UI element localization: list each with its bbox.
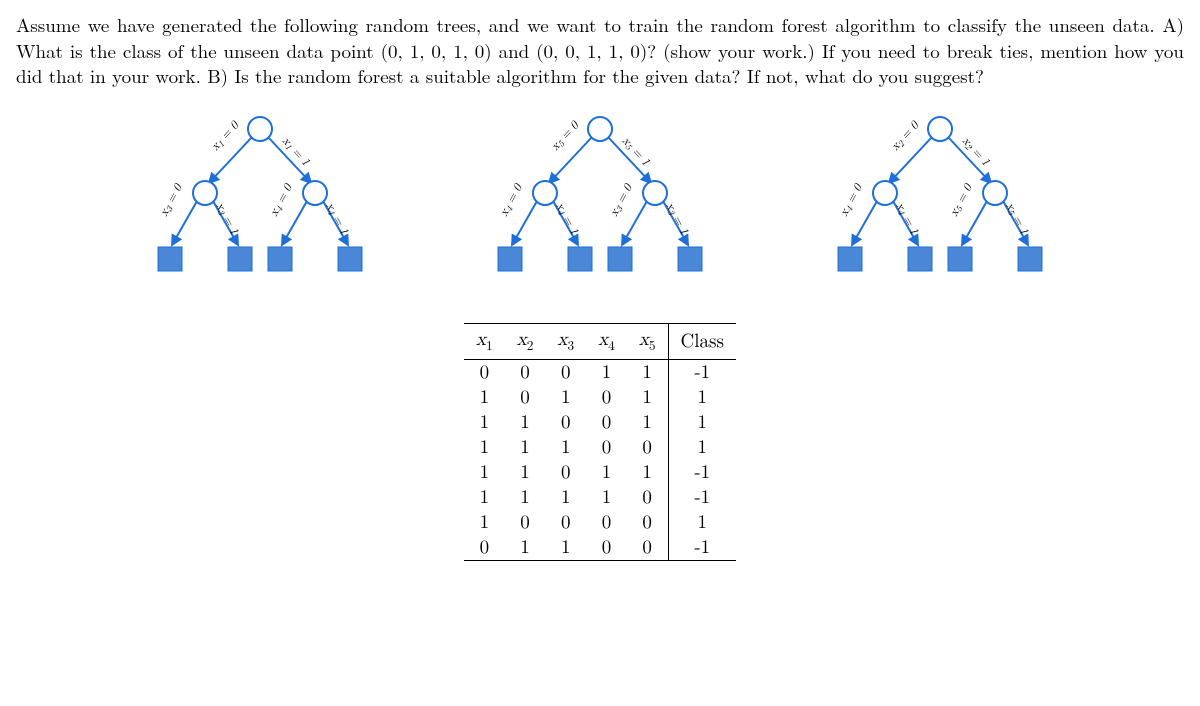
table-cell: 1 [464, 485, 505, 510]
table-cell: 0 [505, 510, 546, 535]
table-cell: 0 [627, 485, 668, 510]
table-row: 100001 [464, 510, 736, 535]
table-cell: 1 [668, 510, 736, 535]
svg-text:x2 = 1: x2 = 1 [959, 135, 991, 169]
table-cell: 0 [505, 359, 546, 385]
tree-2: x5 = 0 x5 = 1 x4 = 0 x4 = 1 x3 = 0 x3 = … [490, 113, 710, 293]
col-x1: x1 [464, 323, 505, 359]
table-cell: 1 [545, 435, 586, 460]
table-cell: 0 [545, 359, 586, 385]
tree-3: x2 = 0 x2 = 1 x4 = 0 x4 = 1 x5 = 0 x5 = … [830, 113, 1050, 293]
table-cell: 1 [627, 359, 668, 385]
table-cell: 0 [464, 359, 505, 385]
data-table: x1 x2 x3 x4 x5 Class 00011-1101011110011… [464, 323, 736, 561]
svg-text:x1 = 1: x1 = 1 [279, 135, 311, 169]
svg-text:x4 = 1: x4 = 1 [553, 201, 580, 237]
svg-text:x3 = 0: x3 = 0 [158, 182, 186, 219]
table-cell: 0 [545, 410, 586, 435]
table-header-row: x1 x2 x3 x4 x5 Class [464, 323, 736, 359]
table-cell: 1 [464, 385, 505, 410]
svg-text:x2 = 0: x2 = 0 [889, 119, 922, 154]
table-cell: 1 [545, 535, 586, 561]
table-cell: 1 [505, 435, 546, 460]
table-cell: 1 [505, 535, 546, 561]
table-cell: 1 [464, 410, 505, 435]
table-row: 00011-1 [464, 359, 736, 385]
table-cell: 1 [586, 460, 627, 485]
table-cell: 0 [586, 535, 627, 561]
table-cell: 1 [505, 410, 546, 435]
svg-text:x3 = 0: x3 = 0 [608, 182, 636, 219]
table-cell: 1 [586, 485, 627, 510]
table-cell: 0 [545, 510, 586, 535]
col-x4: x4 [586, 323, 627, 359]
svg-text:x4 = 0: x4 = 0 [498, 182, 526, 219]
table-cell: 0 [545, 460, 586, 485]
table-cell: -1 [668, 485, 736, 510]
table-cell: 0 [586, 510, 627, 535]
svg-text:x5 = 1: x5 = 1 [619, 135, 651, 169]
col-x2: x2 [505, 323, 546, 359]
table-row: 111001 [464, 435, 736, 460]
table-cell: 0 [627, 435, 668, 460]
table-cell: 1 [464, 435, 505, 460]
table-cell: 1 [627, 385, 668, 410]
table-cell: 0 [586, 435, 627, 460]
table-cell: -1 [668, 460, 736, 485]
col-x5: x5 [627, 323, 668, 359]
svg-text:x3 = 1: x3 = 1 [663, 201, 690, 237]
col-x3: x3 [545, 323, 586, 359]
tree-1: x1 = 0 x1 = 1 x3 = 0 x3 = 1 x4 = 0 x4 = … [150, 113, 370, 293]
table-row: 110011 [464, 410, 736, 435]
svg-text:x4 = 1: x4 = 1 [323, 201, 350, 237]
svg-text:x5 = 0: x5 = 0 [948, 182, 976, 219]
svg-text:x4 = 0: x4 = 0 [268, 182, 296, 219]
table-cell: 0 [586, 385, 627, 410]
table-cell: 1 [668, 410, 736, 435]
svg-text:x5 = 0: x5 = 0 [549, 119, 582, 154]
table-cell: -1 [668, 535, 736, 561]
table-row: 01100-1 [464, 535, 736, 561]
table-cell: 0 [627, 535, 668, 561]
table-cell: 1 [464, 510, 505, 535]
svg-text:x4 = 0: x4 = 0 [838, 182, 866, 219]
table-cell: 1 [464, 460, 505, 485]
table-cell: 1 [505, 460, 546, 485]
svg-text:x1 = 0: x1 = 0 [209, 119, 242, 154]
svg-text:x4 = 1: x4 = 1 [893, 201, 920, 237]
table-cell: 1 [545, 485, 586, 510]
table-row: 101011 [464, 385, 736, 410]
svg-text:x3 = 1: x3 = 1 [213, 201, 240, 237]
table-cell: 0 [464, 535, 505, 561]
trees-row: x1 = 0 x1 = 1 x3 = 0 x3 = 1 x4 = 0 x4 = … [16, 113, 1184, 293]
table-cell: 1 [627, 460, 668, 485]
svg-text:x5 = 1: x5 = 1 [1003, 201, 1030, 237]
table-cell: -1 [668, 359, 736, 385]
question-text: Assume we have generated the following r… [16, 12, 1184, 89]
table-cell: 0 [586, 410, 627, 435]
table-cell: 1 [668, 435, 736, 460]
table-cell: 1 [627, 410, 668, 435]
table-cell: 0 [627, 510, 668, 535]
table-cell: 1 [545, 385, 586, 410]
table-cell: 1 [586, 359, 627, 385]
table-cell: 1 [668, 385, 736, 410]
table-cell: 1 [505, 485, 546, 510]
table-row: 11110-1 [464, 485, 736, 510]
col-class: Class [668, 323, 736, 359]
table-row: 11011-1 [464, 460, 736, 485]
table-cell: 0 [505, 385, 546, 410]
